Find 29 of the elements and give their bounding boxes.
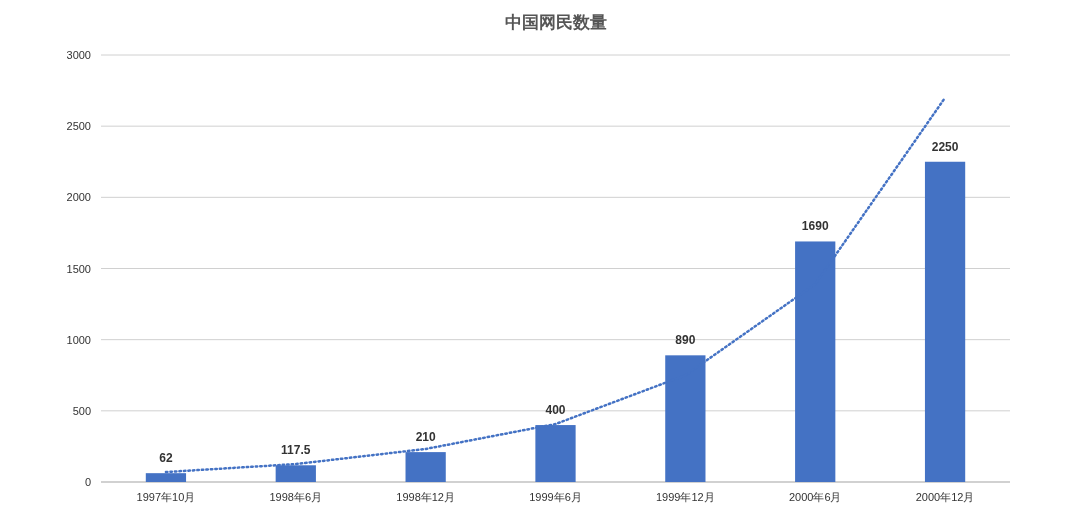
y-tick-label: 2500 [66, 120, 91, 133]
y-tick-label: 500 [72, 404, 91, 417]
x-tick-label: 1999年6月 [529, 491, 582, 503]
y-tick-label: 2000 [66, 191, 91, 204]
x-tick-label: 2000年6月 [788, 491, 842, 503]
data-label: 117.5 [281, 443, 311, 458]
data-label: 400 [545, 403, 566, 418]
data-label: 210 [415, 430, 436, 445]
bar [795, 241, 836, 482]
y-tick-label: 1000 [66, 333, 91, 346]
x-tick-label: 1998年12月 [396, 491, 455, 503]
bar [405, 452, 446, 482]
bar [665, 355, 706, 482]
bar [145, 473, 187, 482]
bar [535, 425, 576, 482]
y-tick-label: 1500 [66, 262, 91, 275]
x-tick-label: 1999年12月 [656, 491, 715, 503]
data-label: 62 [159, 451, 173, 466]
data-label: 1690 [801, 219, 829, 234]
y-tick-label: 3000 [66, 49, 91, 61]
y-tick-label: 0 [84, 476, 91, 488]
x-tick-label: 1998年6月 [269, 491, 323, 503]
x-tick-label: 2000年12月 [915, 491, 975, 503]
data-label: 2250 [931, 139, 959, 154]
x-tick-label: 1997年10月 [136, 491, 196, 503]
data-label: 890 [675, 333, 696, 348]
bar [924, 161, 966, 482]
bar [275, 465, 316, 482]
chart-title: 中国网民数量 [504, 13, 607, 32]
